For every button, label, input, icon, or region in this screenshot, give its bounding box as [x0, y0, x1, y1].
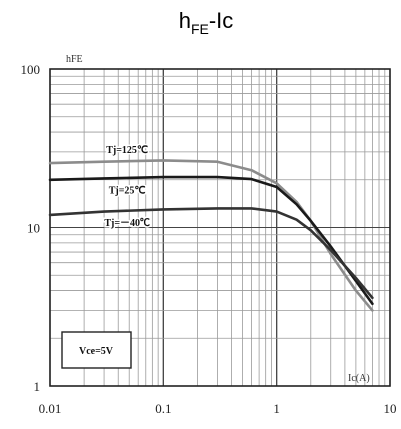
plot-frame: [49, 68, 391, 387]
series-label: Tj=125℃: [106, 145, 148, 156]
y-tick-label: 100: [21, 62, 41, 77]
x-tick-label: 10: [384, 401, 397, 416]
y-tick-label: 10: [27, 221, 40, 236]
x-axis-label: Ic(A): [348, 373, 370, 384]
x-tick-label: 1: [273, 401, 280, 416]
plot-grid: [49, 68, 391, 387]
series-labels: Tj=125℃ Tj=25℃ Tj=－40℃: [103, 144, 152, 231]
data-series: [48, 159, 374, 312]
annotation-text: Vce=5V: [79, 346, 114, 357]
series-label: Tj=25℃: [109, 185, 146, 196]
y-axis-label: hFE: [66, 54, 83, 65]
y-tick-labels: 1 10 100: [21, 62, 41, 394]
x-tick-label: 0.01: [39, 401, 62, 416]
x-tick-label: 0.1: [155, 401, 171, 416]
series-label: Tj=－40℃: [104, 217, 150, 229]
y-tick-label: 1: [34, 379, 41, 394]
chart-title: hFE-Ic: [179, 8, 234, 37]
condition-annotation: Vce=5V: [61, 331, 132, 369]
annotation-box: [61, 331, 132, 369]
series-line: [48, 207, 374, 300]
series-line: [48, 159, 374, 312]
x-tick-labels: 0.01 0.1 1 10: [39, 401, 397, 416]
